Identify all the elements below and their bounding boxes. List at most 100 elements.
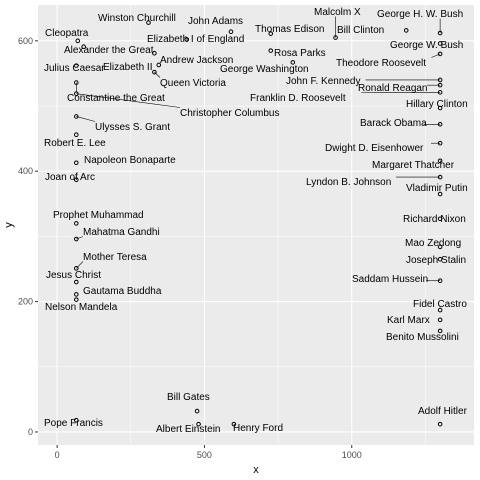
point-andrew-jackson <box>152 50 157 56</box>
y-tick-label: 400 <box>18 166 33 176</box>
label-george-w-bush: George W. Bush <box>390 40 463 51</box>
point-margaret-thatcher <box>437 158 443 164</box>
point-nelson-mandela <box>73 297 79 302</box>
label-richard-nixon: Richard Nixon <box>403 214 466 225</box>
point-bill-gates <box>194 408 200 414</box>
label-elizabeth-ii: Elizabeth II <box>103 62 152 73</box>
point-adolf-hitler <box>437 421 443 427</box>
leader-line-mahatma-gandhi <box>76 236 84 240</box>
leader-line-queen-victoria <box>154 71 161 78</box>
label-cleopatra: Cleopatra <box>45 28 89 39</box>
point-queen-victoria <box>152 69 157 75</box>
leader-line-theodore-roosevelt <box>431 53 441 58</box>
leader-line-mother-teresa <box>76 261 84 269</box>
label-ulysses-s-grant: Ulysses S. Grant <box>95 122 170 133</box>
label-franklin-d-roosevelt: Franklin D. Roosevelt <box>250 93 346 104</box>
label-mao-zedong: Mao Zedong <box>405 238 461 249</box>
point-prophet-muhammad <box>73 221 79 226</box>
label-napoleon-bonaparte: Napoleon Bonaparte <box>84 155 176 166</box>
point-labels: Winston Churchill John Adams Malcolm X Geor… <box>44 7 468 435</box>
label-thomas-edison: Thomas Edison <box>255 24 324 35</box>
label-jesus-christ: Jesus Christ <box>46 270 101 281</box>
point-george-washington <box>290 60 296 65</box>
label-robert-e-lee: Robert E. Lee <box>44 138 106 149</box>
point-winston-churchill <box>146 20 151 25</box>
point-hillary-clinton <box>437 105 443 111</box>
label-lyndon-b-johnson: Lyndon B. Johnson <box>306 177 391 188</box>
point-george-w-bush <box>437 41 443 46</box>
point-karl-marx <box>437 317 443 323</box>
point-fidel-castro <box>437 307 443 313</box>
point-richard-nixon <box>437 216 443 222</box>
point-henry-ford <box>231 421 237 427</box>
label-rosa-parks: Rosa Parks <box>274 48 326 59</box>
label-ronald-reagan: Ronald Reagan <box>358 83 428 94</box>
label-dwight-d-eisenhower: Dwight D. Eisenhower <box>325 143 424 154</box>
gridlines <box>38 5 474 445</box>
label-julius-caesar: Julius Caesar <box>44 63 105 74</box>
label-mother-teresa: Mother Teresa <box>83 252 147 263</box>
point-mahatma-gandhi <box>73 236 79 242</box>
label-barack-obama: Barack Obama <box>360 118 427 129</box>
label-henry-ford: Henry Ford <box>233 423 283 434</box>
point-benito-mussolini <box>437 328 443 334</box>
point-john-adams <box>228 29 234 35</box>
label-adolf-hitler: Adolf Hitler <box>418 406 468 417</box>
point-pope-francis <box>73 417 79 423</box>
label-theodore-roosevelt: Theodore Roosevelt <box>336 58 426 69</box>
point-robert-e-lee <box>73 132 79 138</box>
x-tick-label: 0 <box>55 450 60 460</box>
leader-line-ulysses-s-grant <box>76 116 96 122</box>
label-gautama-buddha: Gautama Buddha <box>83 286 162 297</box>
label-joseph-stalin: Joseph Stalin <box>406 255 466 266</box>
label-nelson-mandela: Nelson Mandela <box>45 302 118 313</box>
point-vladimir-putin <box>437 191 443 197</box>
label-malcolm-x: Malcolm X <box>314 7 361 18</box>
label-karl-marx: Karl Marx <box>387 315 430 326</box>
label-george-h-w-bush: George H. W. Bush <box>377 9 463 20</box>
point-joseph-stalin <box>437 256 443 262</box>
label-joan-of-arc: Joan of Arc <box>45 172 95 183</box>
point-bill-clinton <box>403 28 409 33</box>
point-elizabeth-ii <box>156 62 162 68</box>
axis-ticks: 0 500 1000 0 200 400 600 <box>18 36 362 460</box>
label-elizabeth-i-of-england: Elizabeth I of England <box>147 34 244 45</box>
point-alexander-the-great <box>81 44 86 50</box>
point-rosa-parks <box>268 48 274 53</box>
label-christopher-columbus: Christopher Columbus <box>180 108 280 119</box>
point-napoleon-bonaparte <box>73 160 79 166</box>
label-prophet-muhammad: Prophet Muhammad <box>53 210 144 221</box>
label-saddam-hussein: Saddam Hussein <box>352 274 428 285</box>
label-hillary-clinton: Hillary Clinton <box>406 99 468 110</box>
y-axis-title: y <box>3 222 15 228</box>
point-cleopatra <box>75 38 81 44</box>
label-winston-churchill: Winston Churchill <box>98 13 176 24</box>
point-joan-of-arc <box>73 177 79 182</box>
plot-panel <box>38 5 474 445</box>
point-ulysses-s-grant <box>73 114 79 119</box>
label-vladimir-putin: Vladimir Putin <box>406 183 468 194</box>
label-bill-clinton: Bill Clinton <box>337 25 384 36</box>
label-margaret-thatcher: Margaret Thatcher <box>372 160 455 171</box>
point-elizabeth-i-of-england <box>184 37 190 42</box>
label-george-washington: George Washington <box>220 64 309 75</box>
point-gautama-buddha <box>73 292 79 297</box>
y-tick-label: 200 <box>18 297 33 307</box>
label-john-adams: John Adams <box>188 16 243 27</box>
point-mother-teresa <box>73 266 79 271</box>
label-bill-gates: Bill Gates <box>167 392 210 403</box>
x-axis-title: x <box>253 464 259 476</box>
x-tick-label: 500 <box>197 450 212 460</box>
label-pope-francis: Pope Francis <box>44 418 103 429</box>
label-john-f-kennedy: John F. Kennedy <box>286 76 361 87</box>
label-constantine-the-great: Constantine the Great <box>67 93 165 104</box>
point-julius-caesar <box>73 63 79 68</box>
label-benito-mussolini: Benito Mussolini <box>386 332 459 343</box>
y-tick-label: 0 <box>28 427 33 437</box>
x-tick-label: 1000 <box>342 450 362 460</box>
label-albert-einstein: Albert Einstein <box>156 424 220 435</box>
point-theodore-roosevelt <box>437 51 443 57</box>
label-andrew-jackson: Andrew Jackson <box>160 55 233 66</box>
leader-line-christopher-columbus <box>76 93 181 108</box>
